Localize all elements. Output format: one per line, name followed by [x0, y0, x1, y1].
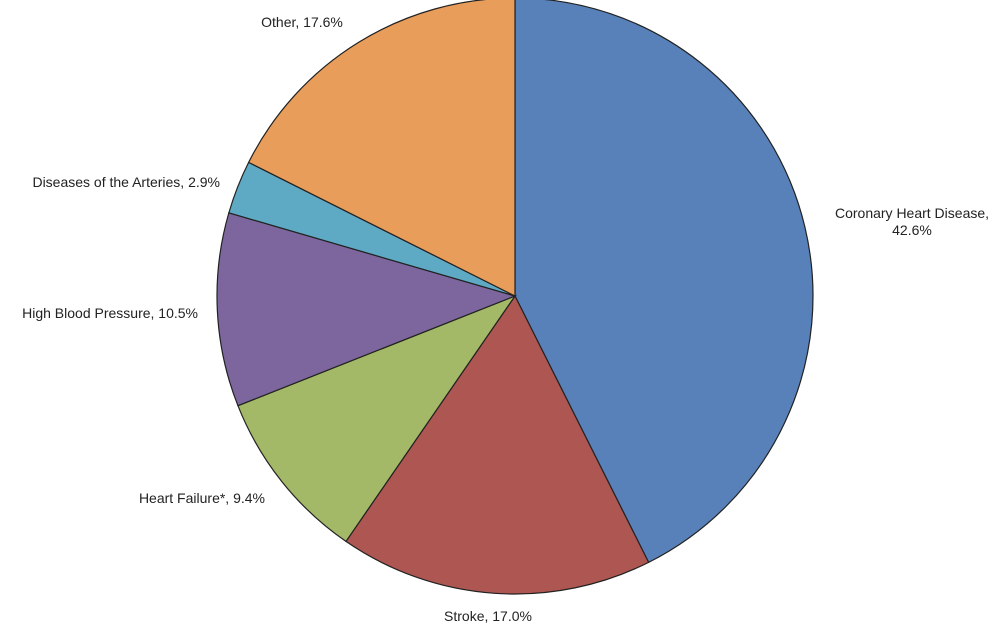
- slice-label: Coronary Heart Disease, 42.6%: [835, 205, 989, 238]
- slice-label: Diseases of the Arteries, 2.9%: [32, 174, 220, 190]
- slice-label: Stroke, 17.0%: [444, 608, 532, 624]
- pie-slice: [247, 0, 516, 297]
- labels-layer: Coronary Heart Disease, 42.6% Stroke, 17.0…: [22, 14, 989, 624]
- slice-label: High Blood Pressure, 10.5%: [22, 305, 198, 321]
- pie-slice: [237, 294, 517, 543]
- slice-label: Other, 17.6%: [261, 14, 343, 30]
- slices-layer: [216, 0, 814, 595]
- pie-slice: [345, 294, 650, 595]
- slice-label: Heart Failure*, 9.4%: [139, 490, 265, 506]
- pie-slice: [514, 0, 814, 564]
- pie-slice: [216, 212, 517, 407]
